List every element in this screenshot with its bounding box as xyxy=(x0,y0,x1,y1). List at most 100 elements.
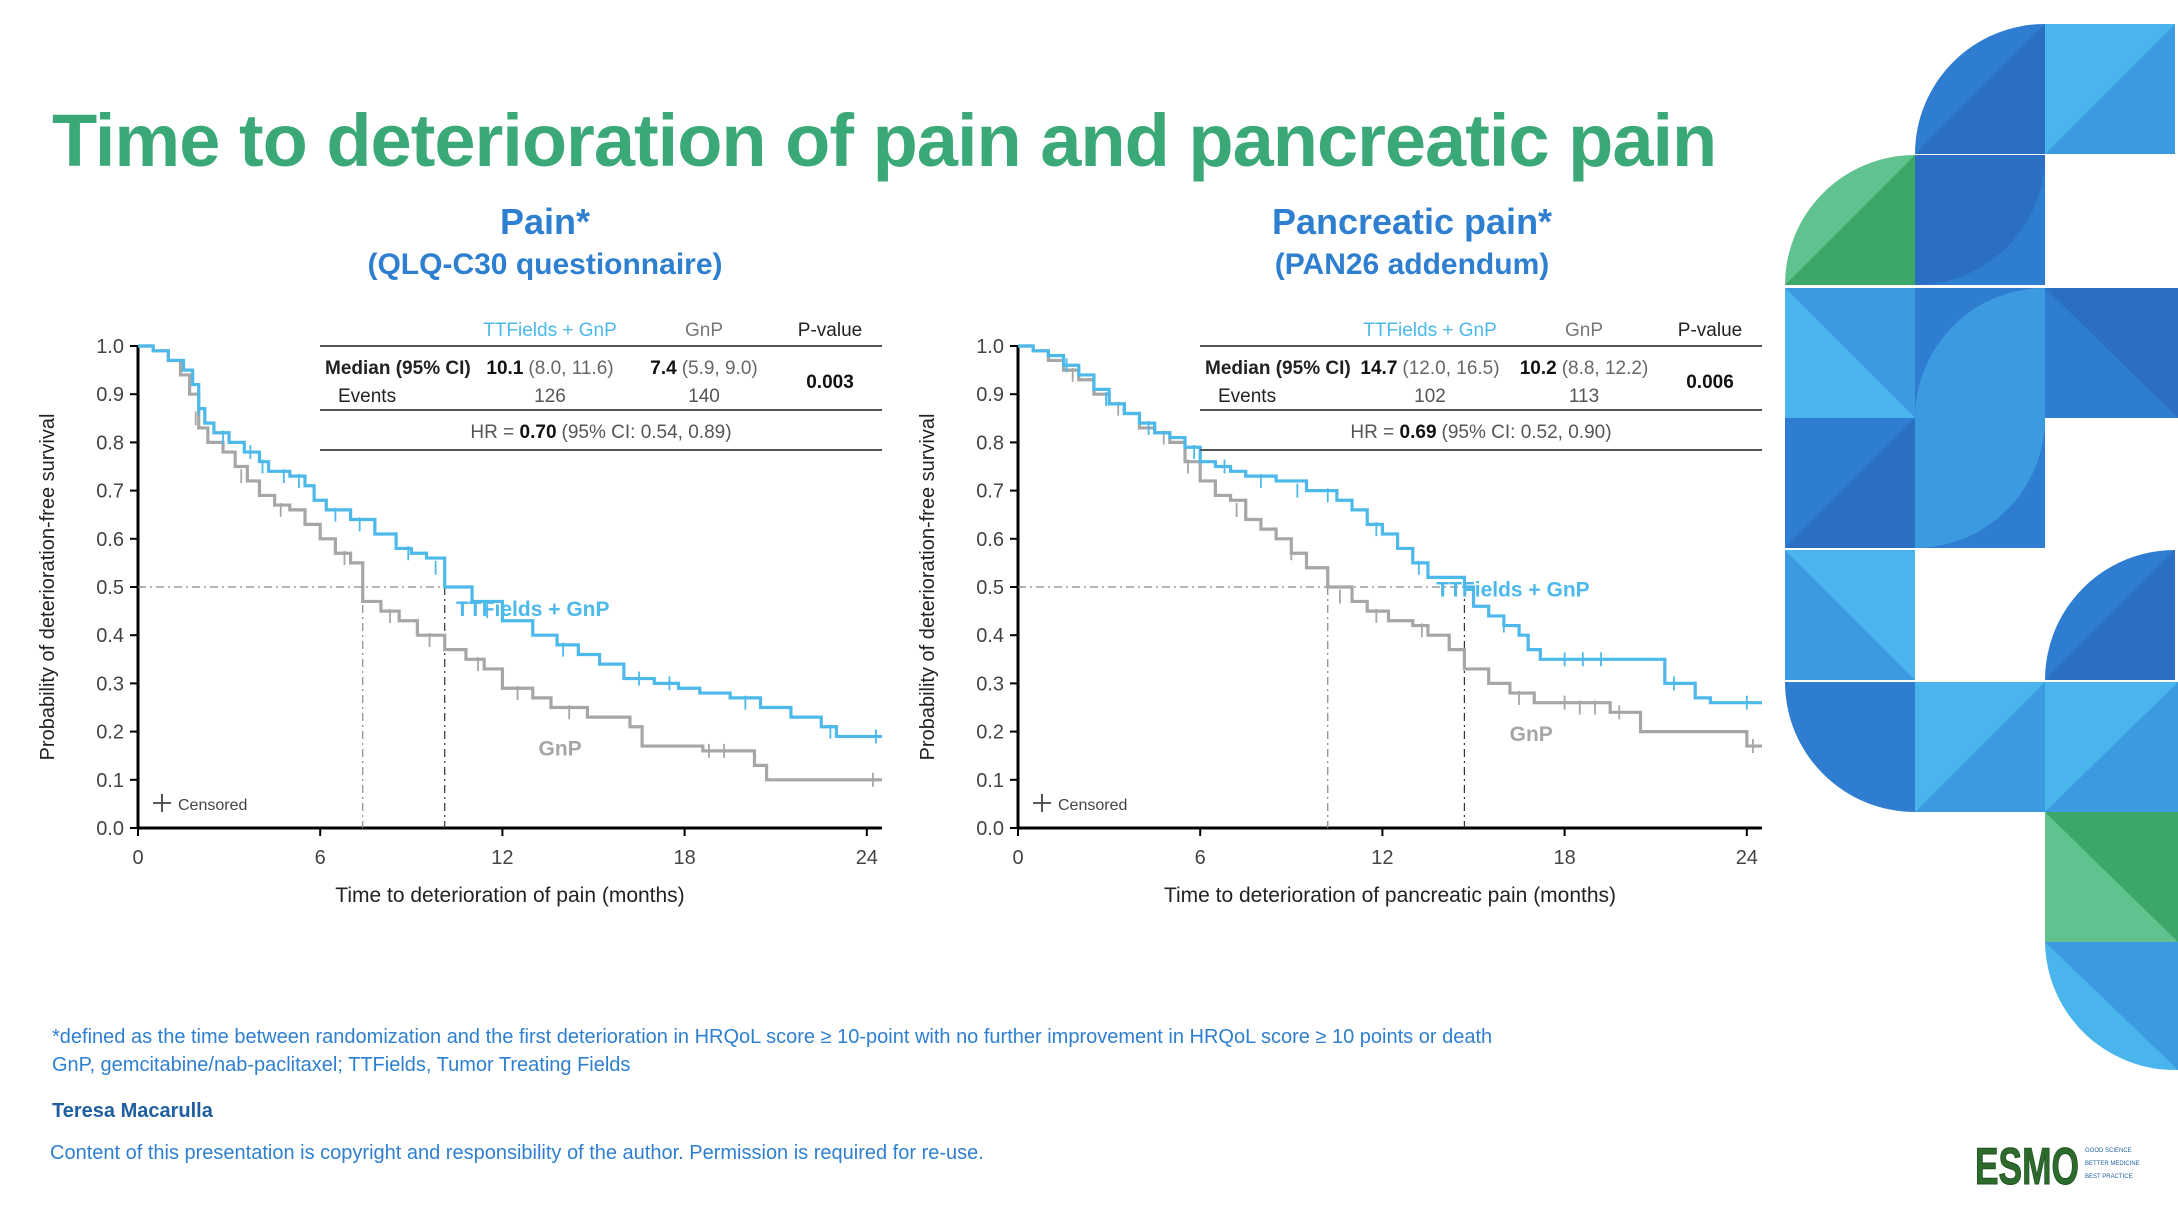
hazard-ratio: HR = 0.70 (95% CI: 0.54, 0.89) xyxy=(470,422,731,443)
esmo-tagline-2: BETTER MEDICINE xyxy=(2085,1161,2140,1167)
decorative-pattern xyxy=(1785,24,2178,1071)
table-gnp-events: 140 xyxy=(688,386,720,407)
series-label-ttfields: TTFields + GnP xyxy=(456,598,609,621)
table-row-label-median: Median (95% CI) xyxy=(325,358,471,379)
table-gnp-median-cell: 7.4 (5.9, 9.0) xyxy=(650,358,757,379)
table-ttfields-events: 102 xyxy=(1414,386,1446,407)
esmo-tagline-3: BEST PRACTICE xyxy=(2085,1174,2133,1180)
y-tick-label: 0.5 xyxy=(96,577,124,599)
footnote-definition: *defined as the time between randomizati… xyxy=(52,1026,1493,1048)
km-curve-gnp xyxy=(1018,344,1762,748)
chart1-subtitle: (QLQ-C30 questionnaire) xyxy=(367,248,723,281)
y-tick-label: 0.9 xyxy=(96,384,124,406)
table-pvalue: 0.003 xyxy=(806,372,854,393)
copyright-notice: Content of this presentation is copyrigh… xyxy=(50,1142,984,1164)
table-gnp-ci: (8.8, 12.2) xyxy=(1562,358,1649,379)
y-tick-label: 0.6 xyxy=(96,529,124,551)
table-header-pvalue: P-value xyxy=(798,320,862,341)
table-gnp-ci: (5.9, 9.0) xyxy=(682,358,758,379)
y-tick-label: 0.1 xyxy=(96,770,124,792)
table-ttfields-median: 10.1 xyxy=(486,358,523,379)
y-tick-label: 1.0 xyxy=(976,336,1004,358)
x-tick-label: 18 xyxy=(673,847,695,869)
y-tick-label: 0.4 xyxy=(976,625,1004,647)
table-ttfields-ci: (12.0, 16.5) xyxy=(1402,358,1499,379)
km-curve-gnp xyxy=(138,344,882,782)
table-header-pvalue: P-value xyxy=(1678,320,1742,341)
censored-legend-label: Censored xyxy=(1058,797,1127,814)
y-tick-label: 0.6 xyxy=(976,529,1004,551)
table-ttfields-median-cell: 14.7 (12.0, 16.5) xyxy=(1360,358,1499,379)
table-pvalue: 0.006 xyxy=(1686,372,1734,393)
esmo-logo-text: ESMO xyxy=(1975,1138,2079,1190)
chart-pancreatic-pain: 0.0 0.1 0.2 0.3 0.4 0.5 0.6 0.7 0.8 0.9 1.0 0 6 12 18 2… xyxy=(917,320,1762,907)
y-tick-label: 0.3 xyxy=(96,673,124,695)
y-tick-label: 0.8 xyxy=(96,432,124,454)
table-ttfields-median: 14.7 xyxy=(1360,358,1397,379)
page-title: Time to deterioration of pain and pancre… xyxy=(52,99,1717,182)
table-gnp-events: 113 xyxy=(1569,386,1599,407)
chart-pain: 0.0 0.1 0.2 0.3 0.4 0.5 0.6 0.7 0.8 0.9 1.0 0 6 12 18 2… xyxy=(37,320,882,907)
table-header-ttfields: TTFields + GnP xyxy=(1363,320,1497,341)
y-tick-label: 1.0 xyxy=(96,336,124,358)
table-gnp-median: 10.2 xyxy=(1520,358,1557,379)
y-tick-label: 0.2 xyxy=(976,722,1004,744)
x-tick-label: 12 xyxy=(1371,847,1393,869)
hr-prefix: HR = xyxy=(470,422,519,443)
x-tick-label: 0 xyxy=(132,847,143,869)
y-tick-label: 0.0 xyxy=(96,818,124,840)
y-tick-label: 0.4 xyxy=(96,625,124,647)
hr-value: 0.70 xyxy=(520,422,557,443)
table-gnp-median-cell: 10.2 (8.8, 12.2) xyxy=(1520,358,1649,379)
hr-ci: (95% CI: 0.52, 0.90) xyxy=(1442,422,1612,443)
x-tick-label: 24 xyxy=(856,847,878,869)
y-tick-label: 0.1 xyxy=(976,770,1004,792)
footnote-abbreviations: GnP, gemcitabine/nab-paclitaxel; TTField… xyxy=(52,1054,631,1076)
esmo-logo: ESMO GOOD SCIENCE BETTER MEDICINE BEST P… xyxy=(1975,1138,2140,1190)
table-ttfields-median-cell: 10.1 (8.0, 11.6) xyxy=(486,358,613,379)
x-axis-label: Time to deterioration of pancreatic pain… xyxy=(1164,884,1616,907)
hazard-ratio: HR = 0.69 (95% CI: 0.52, 0.90) xyxy=(1350,422,1611,443)
table-row-label-events: Events xyxy=(1218,386,1276,407)
table-header-ttfields: TTFields + GnP xyxy=(483,320,617,341)
x-axis-label: Time to deterioration of pain (months) xyxy=(335,884,684,907)
y-tick-label: 0.9 xyxy=(976,384,1004,406)
table-header-gnp: GnP xyxy=(685,320,723,341)
x-tick-label: 18 xyxy=(1553,847,1575,869)
table-row-label-events: Events xyxy=(338,386,396,407)
chart1-title: Pain* xyxy=(499,201,591,242)
hr-value: 0.69 xyxy=(1400,422,1437,443)
series-label-gnp: GnP xyxy=(539,738,582,761)
author-name: Teresa Macarulla xyxy=(52,1100,213,1122)
y-tick-label: 0.2 xyxy=(96,722,124,744)
table-header-gnp: GnP xyxy=(1565,320,1603,341)
table-gnp-median: 7.4 xyxy=(650,358,677,379)
y-tick-label: 0.7 xyxy=(96,481,124,503)
km-curve-ttfields xyxy=(1018,344,1762,705)
hr-ci: (95% CI: 0.54, 0.89) xyxy=(562,422,732,443)
table-ttfields-ci: (8.0, 11.6) xyxy=(528,358,613,379)
x-tick-label: 0 xyxy=(1012,847,1023,869)
y-axis-label: Probability of deterioration-free surviv… xyxy=(917,414,939,761)
table-row-label-median: Median (95% CI) xyxy=(1205,358,1351,379)
censored-legend-icon xyxy=(153,794,171,812)
x-tick-label: 6 xyxy=(315,847,326,869)
y-tick-label: 0.0 xyxy=(976,818,1004,840)
y-tick-label: 0.7 xyxy=(976,481,1004,503)
series-label-gnp: GnP xyxy=(1510,723,1553,746)
chart2-title: Pancreatic pain* xyxy=(1271,201,1553,242)
table-ttfields-events: 126 xyxy=(534,386,566,407)
y-tick-label: 0.3 xyxy=(976,673,1004,695)
x-tick-label: 6 xyxy=(1195,847,1206,869)
y-tick-label: 0.8 xyxy=(976,432,1004,454)
chart2-title-block: Pancreatic pain* (PAN26 addendum) xyxy=(1062,200,1762,286)
esmo-tagline-1: GOOD SCIENCE xyxy=(2085,1148,2132,1154)
chart2-subtitle: (PAN26 addendum) xyxy=(1274,248,1550,281)
km-curve-ttfields xyxy=(138,344,882,739)
x-tick-label: 12 xyxy=(491,847,513,869)
chart1-title-block: Pain* (QLQ-C30 questionnaire) xyxy=(195,200,895,286)
x-tick-label: 24 xyxy=(1736,847,1758,869)
hr-prefix: HR = xyxy=(1350,422,1399,443)
censored-legend-icon xyxy=(1033,794,1051,812)
series-label-ttfields: TTFields + GnP xyxy=(1436,579,1589,602)
